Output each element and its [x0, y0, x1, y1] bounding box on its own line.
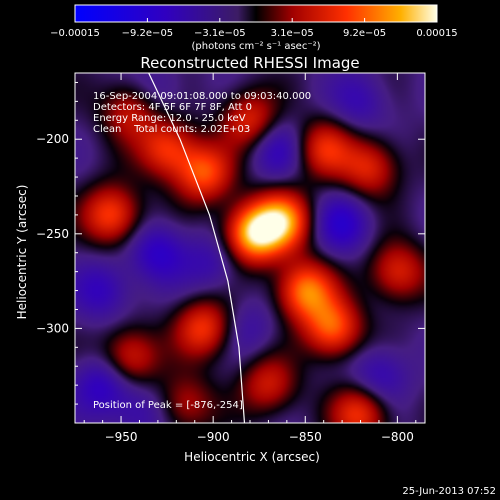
colorbar-tick-label: −3.1e−05 — [194, 28, 246, 39]
x-tick-label: −800 — [381, 430, 414, 444]
colorbar-gradient — [74, 4, 438, 23]
annotation-energy-range: Energy Range: 12.0 - 25.0 keV — [93, 113, 246, 124]
y-tick-label: −300 — [36, 321, 69, 335]
x-tick-label: −850 — [289, 430, 322, 444]
annotation-time-range: 16-Sep-2004 09:01:08.000 to 09:03:40.000 — [93, 91, 311, 102]
colorbar-tick-label: 0.00015 — [416, 28, 457, 39]
colorbar-tick-label: −0.00015 — [50, 28, 100, 39]
annotation-detectors: Detectors: 4F 5F 6F 7F 8F, Att 0 — [93, 102, 252, 113]
y-tick-label: −200 — [36, 132, 69, 146]
x-axis-title: Heliocentric X (arcsec) — [184, 450, 320, 464]
y-tick-label: −250 — [36, 227, 69, 241]
chart-title: Reconstructed RHESSI Image — [140, 54, 359, 72]
colorbar-tick-label: 9.2e−05 — [343, 28, 386, 39]
x-axis-ticks: −950 −900 −850 −800 — [83, 73, 417, 444]
x-tick-label: −900 — [197, 430, 230, 444]
annotation-peak-position: Position of Peak = [-876,-254] — [93, 400, 243, 411]
colorbar: −0.00015 −9.2e−05 −3.1e−05 3.1e−05 9.2e−05 0.… — [50, 4, 458, 52]
footer-timestamp: 25-Jun-2013 07:52 — [402, 486, 496, 497]
colorbar-tick-label: −9.2e−05 — [122, 28, 174, 39]
heatmap-image — [75, 73, 425, 423]
y-axis-title: Heliocentric Y (arcsec) — [15, 185, 29, 320]
colorbar-tick-labels: −0.00015 −9.2e−05 −3.1e−05 3.1e−05 9.2e−05 0.… — [50, 28, 458, 39]
annotation-total-counts: Clean Total counts: 2.02E+03 — [93, 124, 250, 135]
y-axis-ticks: −200 −250 −300 — [36, 81, 425, 405]
x-tick-label: −950 — [105, 430, 138, 444]
colorbar-unit-label: (photons cm⁻² s⁻¹ asec⁻²) — [191, 41, 320, 52]
info-annotations: 16-Sep-2004 09:01:08.000 to 09:03:40.000… — [93, 91, 311, 411]
colorbar-ticks — [74, 18, 438, 22]
colorbar-tick-label: 3.1e−05 — [271, 28, 314, 39]
solar-limb-line — [148, 73, 246, 423]
